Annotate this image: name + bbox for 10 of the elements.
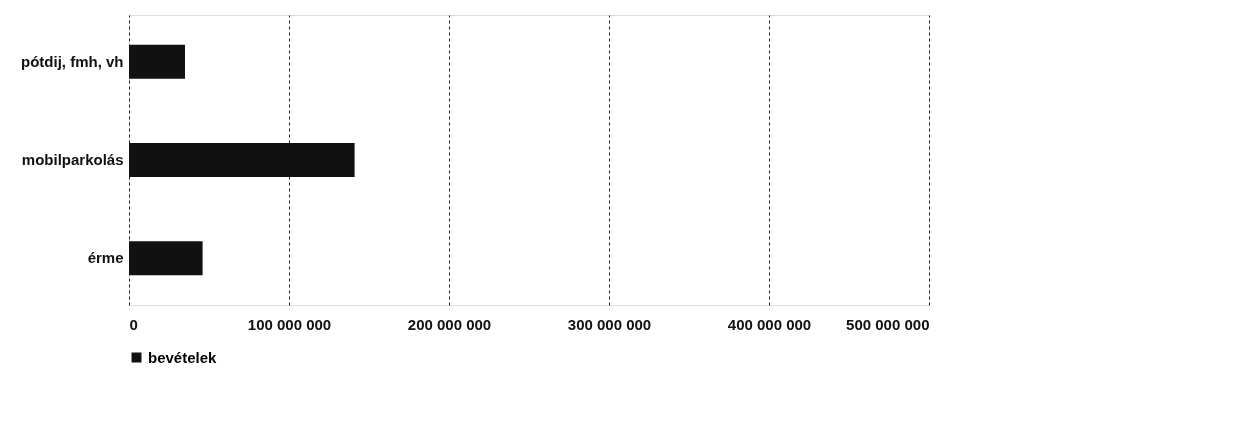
y-tick-label: mobilparkolás xyxy=(21,151,124,168)
x-tick-label: 300 000 000 xyxy=(567,315,652,333)
x-tick-label: 100 000 000 xyxy=(247,315,332,333)
legend-label: bevételek xyxy=(148,348,218,366)
x-tick-label: 200 000 000 xyxy=(407,315,492,333)
x-tick-label: 0 xyxy=(129,315,138,333)
y-tick-label: pótdij, fmh, vh xyxy=(21,52,124,70)
x-tick-label: 500 000 000 xyxy=(846,315,930,333)
y-tick-label: érme xyxy=(87,249,124,267)
x-tick-label: 400 000 000 xyxy=(727,315,812,333)
